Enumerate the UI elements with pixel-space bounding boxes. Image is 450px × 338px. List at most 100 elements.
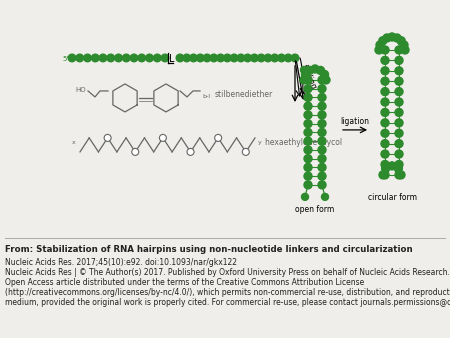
Circle shape [76, 54, 84, 62]
Circle shape [130, 54, 138, 62]
Text: b-l: b-l [202, 94, 210, 99]
Circle shape [318, 163, 326, 171]
Circle shape [388, 33, 396, 41]
Circle shape [395, 77, 403, 85]
Circle shape [304, 181, 312, 189]
Circle shape [322, 76, 330, 84]
Circle shape [244, 54, 252, 62]
Circle shape [394, 165, 402, 172]
Text: folding: folding [298, 63, 318, 91]
Circle shape [311, 65, 319, 73]
Circle shape [318, 93, 326, 101]
Circle shape [264, 54, 272, 62]
Text: (http://creativecommons.org/licenses/by-nc/4.0/), which permits non-commercial r: (http://creativecommons.org/licenses/by-… [5, 288, 450, 297]
Circle shape [304, 120, 312, 128]
Circle shape [318, 111, 326, 119]
Circle shape [242, 148, 249, 155]
Circle shape [383, 34, 391, 42]
Circle shape [187, 148, 194, 155]
Circle shape [381, 98, 389, 106]
Circle shape [203, 54, 211, 62]
Circle shape [304, 163, 312, 171]
Circle shape [271, 54, 279, 62]
Circle shape [146, 54, 153, 62]
Circle shape [304, 76, 312, 84]
Circle shape [381, 150, 389, 158]
Circle shape [395, 46, 403, 54]
Circle shape [381, 140, 389, 148]
Circle shape [304, 128, 312, 137]
Circle shape [397, 171, 405, 179]
Circle shape [304, 137, 312, 145]
Text: open form: open form [295, 206, 335, 214]
Circle shape [381, 56, 389, 64]
Circle shape [318, 120, 326, 128]
Circle shape [291, 54, 299, 62]
Circle shape [318, 85, 326, 93]
Circle shape [217, 54, 225, 62]
Text: ligation: ligation [341, 117, 369, 126]
Circle shape [395, 129, 403, 137]
Circle shape [302, 193, 309, 200]
Circle shape [381, 119, 389, 127]
Circle shape [122, 54, 130, 62]
Circle shape [395, 171, 403, 179]
Text: circular form: circular form [368, 193, 417, 202]
Circle shape [395, 98, 403, 106]
Circle shape [381, 108, 389, 116]
Circle shape [68, 54, 76, 62]
Circle shape [153, 54, 161, 62]
Circle shape [379, 171, 387, 179]
Text: 5': 5' [63, 56, 69, 62]
Circle shape [318, 146, 326, 154]
Circle shape [230, 54, 238, 62]
Circle shape [320, 70, 328, 78]
Circle shape [318, 155, 326, 163]
Text: Nucleic Acids Res | © The Author(s) 2017. Published by Oxford University Press o: Nucleic Acids Res | © The Author(s) 2017… [5, 268, 450, 277]
Circle shape [304, 93, 312, 101]
Circle shape [376, 41, 384, 49]
Circle shape [210, 54, 218, 62]
Circle shape [176, 54, 184, 62]
Circle shape [375, 46, 383, 54]
Circle shape [84, 54, 91, 62]
Text: From: Stabilization of RNA hairpins using non-nucleotide linkers and circulariza: From: Stabilization of RNA hairpins usin… [5, 245, 413, 254]
Circle shape [381, 171, 389, 179]
Circle shape [300, 76, 308, 84]
Circle shape [301, 67, 307, 73]
Circle shape [400, 41, 408, 49]
Circle shape [99, 54, 107, 62]
Circle shape [316, 67, 324, 74]
Circle shape [91, 54, 99, 62]
Circle shape [251, 54, 258, 62]
Circle shape [381, 77, 389, 85]
Circle shape [304, 146, 312, 154]
Circle shape [304, 155, 312, 163]
Text: medium, provided the original work is properly cited. For commercial re-use, ple: medium, provided the original work is pr… [5, 298, 450, 307]
Circle shape [395, 140, 403, 148]
Circle shape [161, 54, 169, 62]
Circle shape [382, 165, 390, 172]
Circle shape [278, 54, 285, 62]
Text: Open Access article distributed under the terms of the Creative Commons Attribut: Open Access article distributed under th… [5, 278, 364, 287]
Text: hexaethylene glycol: hexaethylene glycol [265, 138, 342, 147]
Text: L: L [169, 54, 175, 64]
Circle shape [381, 67, 389, 75]
Circle shape [397, 37, 405, 45]
Text: x: x [72, 140, 76, 145]
Circle shape [224, 54, 231, 62]
Circle shape [318, 172, 326, 180]
Circle shape [395, 88, 403, 96]
Circle shape [395, 108, 403, 116]
Circle shape [379, 37, 387, 45]
Circle shape [395, 67, 403, 75]
Text: HO: HO [75, 87, 86, 93]
Circle shape [237, 54, 245, 62]
Circle shape [215, 135, 222, 141]
Circle shape [318, 102, 326, 110]
Circle shape [393, 34, 401, 42]
Text: stilbenediether: stilbenediether [215, 91, 273, 99]
Circle shape [318, 76, 326, 84]
Circle shape [257, 54, 265, 62]
Circle shape [304, 85, 312, 93]
